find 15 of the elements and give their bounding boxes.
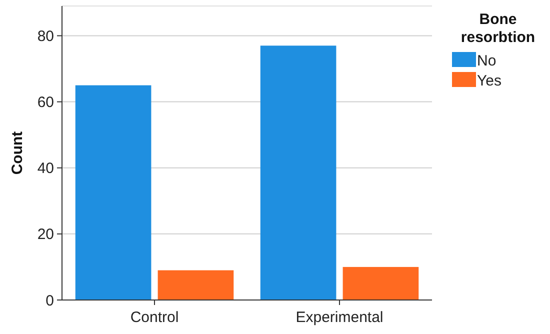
bar <box>260 46 336 300</box>
bar <box>158 270 234 300</box>
legend-label: Yes <box>477 72 502 90</box>
bar <box>75 85 152 300</box>
y-tick-label: 0 <box>46 292 54 310</box>
y-tick-label: 20 <box>37 226 54 244</box>
x-tick-label: Control <box>130 309 179 326</box>
y-tick-label: 80 <box>37 28 54 45</box>
bar <box>342 266 419 300</box>
y-tick-label: 60 <box>37 94 54 112</box>
x-tick-label: Experimental <box>296 309 384 326</box>
legend-title: Bone resorbtion <box>460 11 536 46</box>
y-tick-label: 40 <box>37 160 54 178</box>
y-axis-title: Count <box>9 131 26 175</box>
legend-label: No <box>477 52 496 70</box>
